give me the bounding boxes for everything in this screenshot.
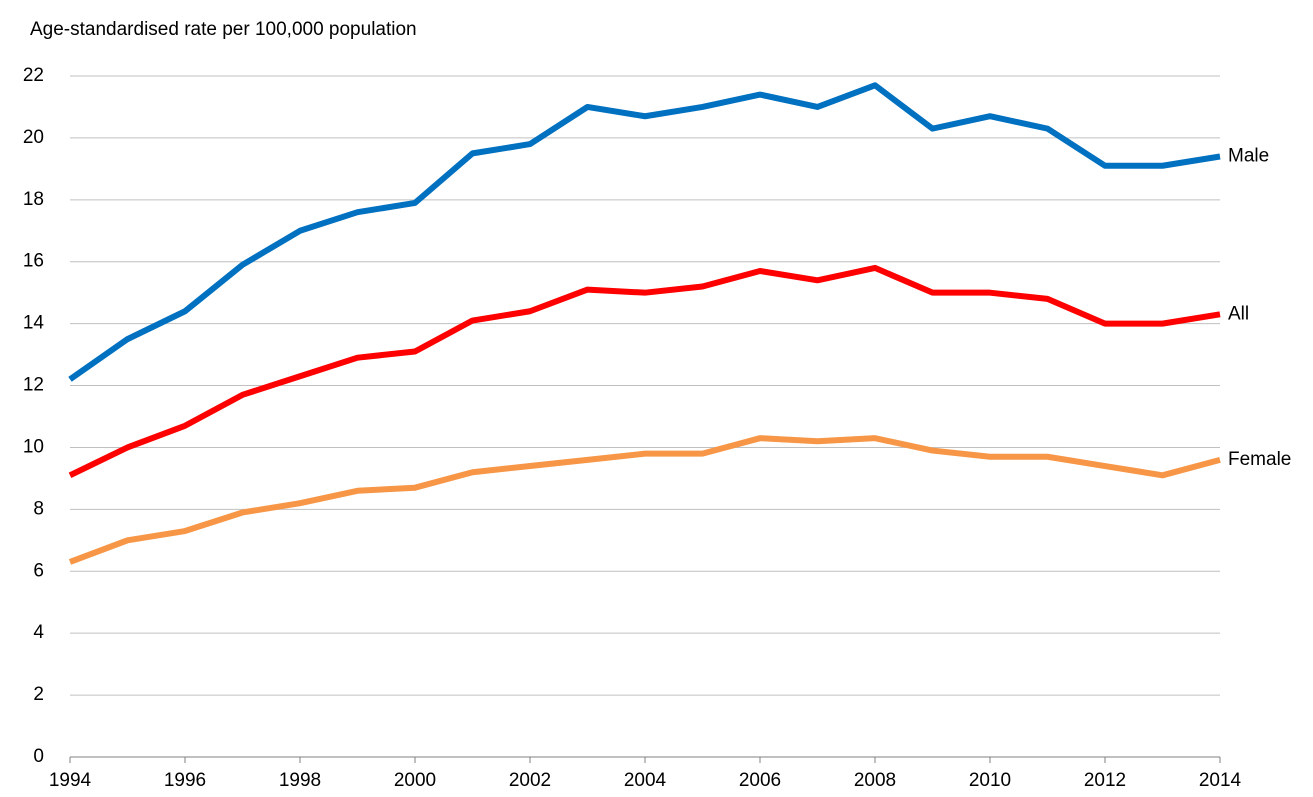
series-line — [68, 435, 1221, 565]
y-tick-label: 4 — [33, 622, 44, 643]
y-tick-label: 16 — [23, 251, 44, 272]
series-line — [68, 82, 1221, 382]
series-label: Male — [1228, 145, 1269, 166]
y-tick-label: 8 — [33, 498, 44, 519]
y-tick-label: 22 — [23, 65, 44, 86]
y-tick-label: 2 — [33, 684, 44, 705]
y-tick-label: 6 — [33, 560, 44, 581]
x-tick-label: 2014 — [1199, 770, 1242, 791]
y-tick-label: 18 — [23, 189, 44, 210]
x-tick-label: 2006 — [739, 770, 781, 791]
x-tick-label: 2000 — [394, 770, 436, 791]
series-label: All — [1228, 303, 1249, 324]
y-axis-label: Age-standardised rate per 100,000 popula… — [30, 19, 417, 40]
x-tick-label: 2002 — [509, 770, 551, 791]
y-tick-label: 10 — [23, 436, 44, 457]
x-tick-label: 1994 — [49, 770, 92, 791]
series-line — [68, 264, 1221, 479]
y-tick-label: 14 — [23, 313, 45, 334]
x-tick-label: 1998 — [279, 770, 321, 791]
series-label: Female — [1228, 449, 1291, 470]
x-tick-label: 2004 — [624, 770, 667, 791]
y-tick-label: 12 — [23, 375, 44, 396]
y-tick-label: 0 — [33, 746, 44, 767]
x-tick-label: 2008 — [854, 770, 896, 791]
x-tick-label: 2010 — [969, 770, 1011, 791]
x-tick-label: 2012 — [1084, 770, 1126, 791]
x-tick-label: 1996 — [164, 770, 206, 791]
y-tick-label: 20 — [23, 127, 44, 148]
